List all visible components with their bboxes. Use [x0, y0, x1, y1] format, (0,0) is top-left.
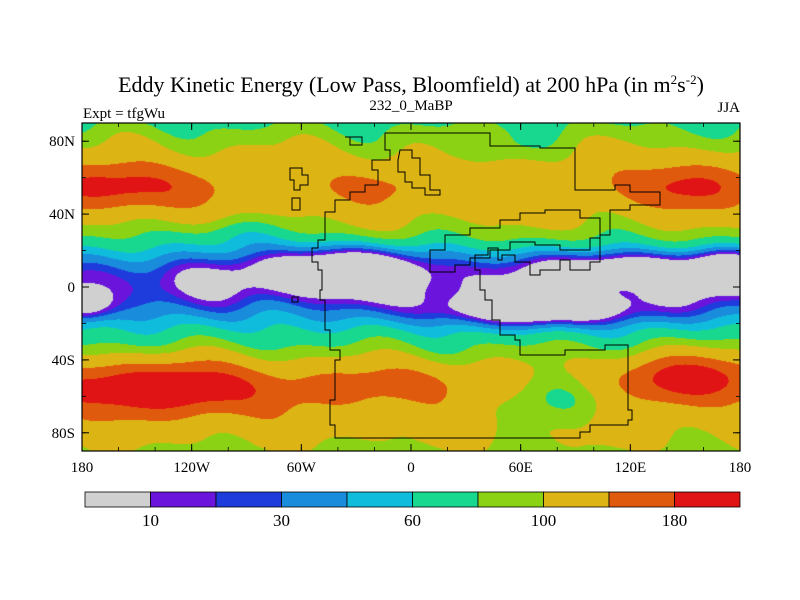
- title-end: ): [697, 72, 704, 97]
- contour-fill-image: [82, 123, 740, 451]
- right-string: JJA: [717, 100, 740, 116]
- y-tick-label: 80N: [49, 134, 75, 150]
- colorbar-label: 100: [531, 511, 557, 530]
- colorbar-label: 30: [273, 511, 290, 530]
- title-sup2: -2: [686, 72, 697, 87]
- colorbar-swatch: [281, 491, 348, 508]
- scandinavia-outline: [397, 149, 441, 196]
- y-tick-label: 0: [68, 280, 76, 296]
- center-string: 232_0_MaBP: [369, 98, 452, 114]
- colorbar-swatch: [346, 491, 413, 508]
- contour-field: [82, 123, 740, 451]
- x-tick-label: 0: [407, 460, 415, 476]
- y-tick-label: 40N: [49, 207, 75, 223]
- title-mid: s: [677, 72, 686, 97]
- colorbar-label: 180: [662, 511, 688, 530]
- colorbar-swatch: [477, 491, 544, 508]
- colorbar-swatch: [608, 491, 675, 508]
- continent-outlines: [289, 132, 661, 439]
- title-sup1: 2: [671, 72, 678, 87]
- chart-title: Eddy Kinetic Energy (Low Pass, Bloomfiel…: [118, 72, 704, 97]
- inner-sea-outline: [429, 209, 601, 273]
- colorbar-label: 60: [404, 511, 421, 530]
- island-outline: [291, 296, 299, 303]
- colorbar-swatch: [674, 491, 741, 508]
- x-tick-label: 120E: [614, 460, 646, 476]
- iceland-outline: [291, 197, 301, 211]
- colorbar-swatch: [215, 491, 282, 508]
- colorbar-swatch: [543, 491, 610, 508]
- y-tick-label: 80S: [52, 426, 75, 442]
- x-tick-label: 180: [71, 460, 94, 476]
- colorbar: 10 30 60 100 180: [84, 491, 741, 530]
- x-tick-label: 180: [729, 460, 752, 476]
- x-tick-label: 120W: [173, 460, 211, 476]
- left-string: Expt = tfgWu: [83, 106, 166, 122]
- colorbar-swatch: [84, 491, 151, 508]
- y-axis: 80N 40N 0 40S 80S: [49, 134, 740, 442]
- x-tick-label: 60E: [509, 460, 533, 476]
- colorbar-swatch: [412, 491, 479, 508]
- x-axis: 180 120W 60W 0 60E 120E 180: [71, 123, 752, 476]
- colorbar-label: 10: [142, 511, 159, 530]
- y-tick-label: 40S: [52, 353, 75, 369]
- colorbar-swatch: [150, 491, 217, 508]
- x-tick-label: 60W: [287, 460, 317, 476]
- britain-outline: [289, 167, 309, 191]
- title-main: Eddy Kinetic Energy (Low Pass, Bloomfiel…: [118, 72, 671, 97]
